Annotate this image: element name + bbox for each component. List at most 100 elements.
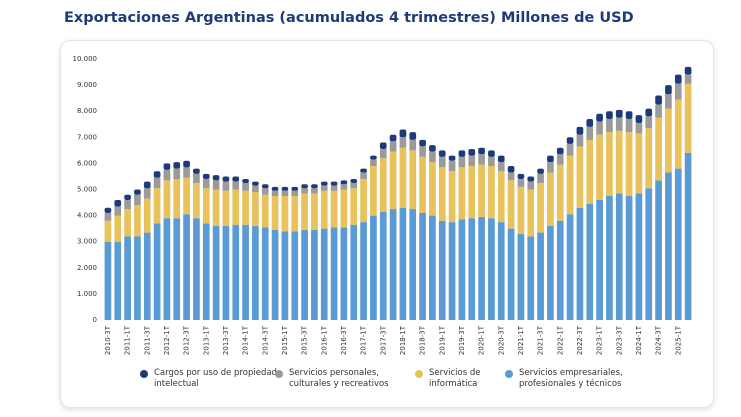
bar-segment [665,94,672,109]
x-tick-label: 2022-3T [576,325,584,355]
y-tick-label: 7.000 [77,133,97,141]
y-tick-label: 4.000 [77,212,97,220]
bar-segment [301,193,308,230]
bar-segment [625,119,633,133]
bar-segment [448,160,456,172]
bar-segment [488,156,495,167]
bar-segment [379,142,387,150]
y-tick-label: 10.000 [73,55,98,63]
bar-segment [193,173,200,183]
bar-segment [606,196,613,320]
bar-segment [163,163,171,170]
bar-segment [222,181,230,191]
bar-segment [153,171,161,178]
bar-segment [547,226,554,320]
bar-segment [124,209,131,237]
bar-segment [674,168,682,320]
bar-segment [252,226,259,320]
bar-segment [576,134,584,147]
bar-segment [576,146,584,208]
bar-segment [497,155,505,163]
bar-segment [143,181,151,189]
x-tick-label: 2017-3T [379,325,387,355]
x-tick-label: 2014-3T [261,325,269,355]
bar-segment [468,218,476,320]
x-tick-label: 2024-3T [655,325,663,355]
y-tick-label: 1.000 [77,290,97,298]
bar-segment [556,147,564,155]
bar-segment [606,132,613,197]
bar-segment [350,179,358,183]
bar-segment [183,214,190,320]
bar-segment [488,166,495,219]
bar-segment [537,182,544,233]
bar-segment [193,168,200,174]
bar-segment [497,222,505,320]
bar-segment [252,192,259,227]
bar-segment [684,83,692,153]
bar-segment [399,207,407,320]
bar-segment [252,181,259,186]
bar-segment [665,108,672,173]
bar-segment [507,228,515,320]
y-tick-label: 5.000 [77,186,97,194]
bar-segment [507,172,515,181]
bar-segment [458,219,466,320]
bar-segment [311,184,318,189]
bar-segment [576,126,584,135]
y-tick-label: 2.000 [77,264,97,272]
bar-segment [556,154,564,165]
bar-segment [360,222,367,320]
x-tick-label: 2010-3T [104,325,112,355]
bar-segment [399,129,407,138]
bar-segment [202,223,210,320]
bar-segment [360,172,367,180]
bar-segment [389,209,397,320]
bar-segment [252,185,259,193]
bar-segment [645,116,653,129]
bar-segment [655,117,662,181]
bar-segment [124,236,131,320]
bar-segment [320,185,328,191]
bar-segment [340,189,348,228]
bar-segment [665,85,672,95]
bar-segment [370,155,377,160]
bar-segment [232,189,240,225]
bar-segment [655,104,662,118]
bar-segment [586,126,594,140]
bar-segment [104,241,112,320]
y-tick-label: 3.000 [77,238,97,246]
bar-segment [163,218,171,320]
bar-segment [488,218,495,320]
bar-segment [429,162,436,216]
bar-segment [261,188,269,195]
x-tick-label: 2012-3T [183,325,191,355]
x-tick-label: 2013-1T [202,325,210,355]
bar-segment [281,196,289,232]
bar-segment [448,171,456,223]
y-tick-label: 6.000 [77,159,97,167]
x-tick-label: 2016-1T [320,325,328,355]
bar-segment [320,228,328,320]
bar-segment [301,184,308,189]
bar-segment [517,233,525,320]
bar-segment [330,190,338,228]
bar-segment [242,190,249,225]
bar-segment [547,162,554,173]
x-tick-label: 2022-1T [556,325,564,355]
bar-segment [517,173,525,180]
bar-segment [281,231,289,320]
bar-segment [615,117,623,131]
bar-segment [458,150,466,157]
bar-segment [606,111,613,120]
bar-segment [665,172,672,320]
bar-segment [478,147,485,155]
bar-segment [596,199,603,320]
bar-segment [438,150,446,157]
bar-segment [134,236,141,320]
x-tick-label: 2019-1T [438,325,446,355]
bar-segment [153,177,161,189]
bar-segment [586,203,594,320]
